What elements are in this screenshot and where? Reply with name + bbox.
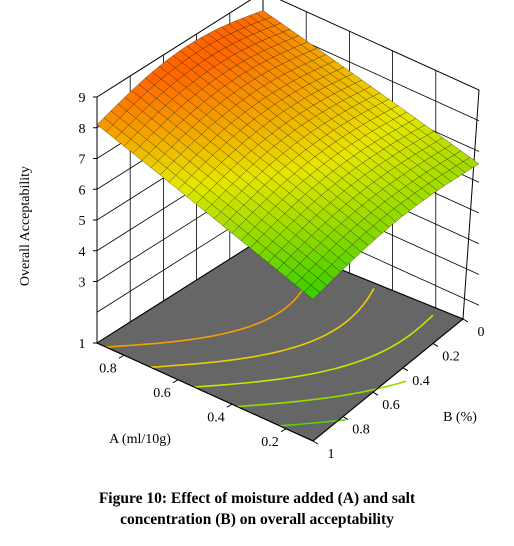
a-tick	[172, 379, 179, 384]
z-tick-label: 9	[79, 91, 86, 106]
b-tick	[342, 416, 349, 421]
b-tick	[312, 440, 319, 445]
response-surface	[96, 10, 480, 300]
y-axis-label: B (%)	[443, 410, 477, 425]
b-tick	[462, 318, 469, 323]
b-tick	[432, 342, 439, 347]
figure-caption: Figure 10: Effect of moisture added (A) …	[0, 488, 514, 530]
z-tick-label: 6	[79, 183, 86, 198]
contour-line	[279, 419, 346, 427]
a-axis-line	[96, 342, 314, 442]
surface-cell	[303, 284, 321, 300]
b-tick-label: 0.4	[412, 374, 430, 389]
x-axis-label: A (ml/10g)	[109, 432, 171, 447]
z-tick-label: 1	[79, 337, 86, 352]
b-tick-label: 1	[328, 447, 335, 462]
a-tick-label: 0.2	[261, 435, 279, 450]
b-tick-label: 0	[478, 325, 485, 340]
axes: 1 3 4 5 6 7 8 9 0.2 0.4 0.6 0.8 0 0.2 0.4 0.6 0.8 1	[79, 91, 485, 462]
surface-plot: 1 3 4 5 6 7 8 9 0.2 0.4 0.6 0.8 0 0.2 0.4 0.6 0.8 1 Overa…	[18, 0, 485, 462]
b-tick-label: 0.8	[352, 423, 370, 438]
z-axis-label: Overall Acceptability	[18, 166, 33, 286]
b-tick	[402, 367, 409, 372]
a-tick	[280, 428, 287, 433]
caption-line-1: Figure 10: Effect of moisture added (A) …	[98, 490, 416, 507]
contour-line	[194, 314, 434, 388]
z-tick-label: 5	[79, 214, 86, 229]
b-axis-line	[312, 318, 464, 442]
b-tick	[372, 391, 379, 396]
z-tick-label: 4	[79, 245, 86, 260]
a-tick	[226, 403, 233, 408]
z-tick-label: 3	[79, 276, 86, 291]
a-tick-label: 0.4	[207, 410, 225, 425]
a-tick	[118, 354, 125, 359]
z-tick-label: 8	[79, 122, 86, 137]
contour-line	[150, 287, 375, 368]
b-tick-label: 0.6	[382, 398, 400, 413]
z-tick-label: 7	[79, 153, 86, 168]
caption-line-2: concentration (B) on overall acceptabili…	[120, 511, 394, 528]
contour-line	[237, 380, 407, 408]
b-tick-label: 0.2	[442, 349, 460, 364]
a-tick-label: 0.8	[99, 361, 117, 376]
a-tick-label: 0.6	[153, 386, 171, 401]
